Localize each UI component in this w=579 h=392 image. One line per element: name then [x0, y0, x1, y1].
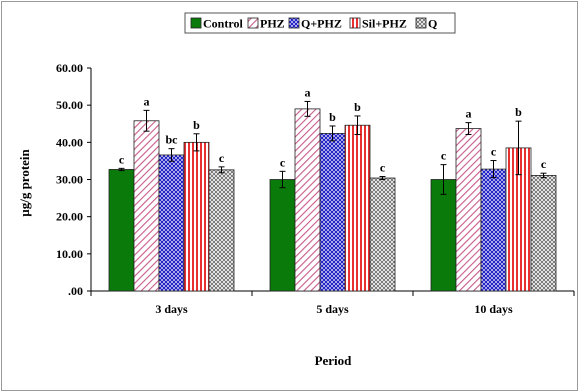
x-axis: 3 days 5 days 10 days	[90, 290, 575, 316]
y-tick-label: 30.00	[56, 173, 83, 187]
bar	[530, 175, 557, 292]
y-axis-title: µg/g protein	[17, 148, 32, 216]
bar	[133, 120, 160, 292]
bar	[369, 177, 396, 292]
significance-letter: c	[441, 149, 447, 163]
bar	[430, 179, 457, 292]
legend-swatch	[349, 17, 361, 29]
bar	[208, 169, 235, 292]
significance-letter: b	[515, 105, 522, 119]
y-tick-label: 40.00	[56, 135, 83, 149]
bar	[455, 128, 482, 292]
x-tick-label: 5 days	[316, 302, 349, 316]
legend-label: Q+PHZ	[301, 17, 342, 31]
y-tick-label: 60.00	[56, 61, 83, 75]
significance-letter: a	[466, 107, 472, 121]
y-tick-label: .00	[68, 284, 83, 298]
x-axis-title: Period	[315, 353, 353, 368]
legend-label: Control	[203, 17, 243, 31]
bar	[294, 108, 321, 292]
legend-swatch	[190, 17, 202, 29]
legend-label: Q	[428, 17, 437, 31]
bar	[269, 179, 296, 292]
y-tick-label: 10.00	[56, 247, 83, 261]
significance-letter: a	[144, 94, 150, 108]
legend-swatch	[247, 17, 259, 29]
significance-letter: b	[193, 118, 200, 132]
legend-label: Sil+PHZ	[362, 17, 407, 31]
significance-letter: c	[491, 145, 497, 159]
x-tick-label: 10 days	[474, 302, 513, 316]
significance-letter: c	[380, 161, 386, 175]
legend-swatch	[288, 17, 300, 29]
y-tick-label: 20.00	[56, 210, 83, 224]
significance-letter: c	[280, 155, 286, 169]
significance-letter: bc	[166, 133, 179, 147]
legend: Control PHZ Q+PHZ Sil+PHZ Q	[184, 12, 456, 34]
y-tick-label: 50.00	[56, 98, 83, 112]
y-axis: .00 10.00 20.00 30.00 40.00 50.00 60.00	[56, 61, 92, 298]
bar	[319, 133, 346, 292]
significance-letter: b	[354, 100, 361, 114]
bar	[344, 124, 371, 292]
legend-swatch	[415, 17, 427, 29]
significance-letter: c	[219, 151, 225, 165]
significance-letter: a	[305, 85, 311, 99]
legend-label: PHZ	[260, 17, 285, 31]
bar	[480, 168, 507, 292]
significance-letter: c	[541, 157, 547, 171]
bar	[108, 169, 135, 292]
significance-letter: c	[119, 152, 125, 166]
x-tick-label: 3 days	[155, 302, 188, 316]
significance-letter: b	[329, 110, 336, 124]
bar	[183, 141, 210, 292]
bar	[158, 154, 185, 292]
